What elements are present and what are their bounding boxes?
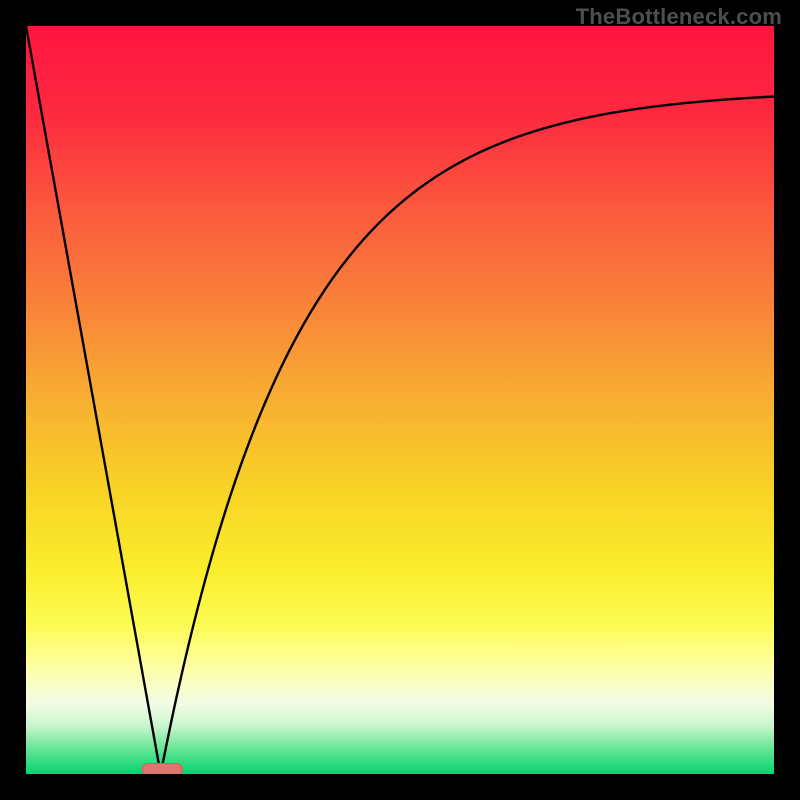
plot-area [26,26,774,774]
plot-svg [26,26,774,774]
chart-frame: TheBottleneck.com [0,0,800,800]
